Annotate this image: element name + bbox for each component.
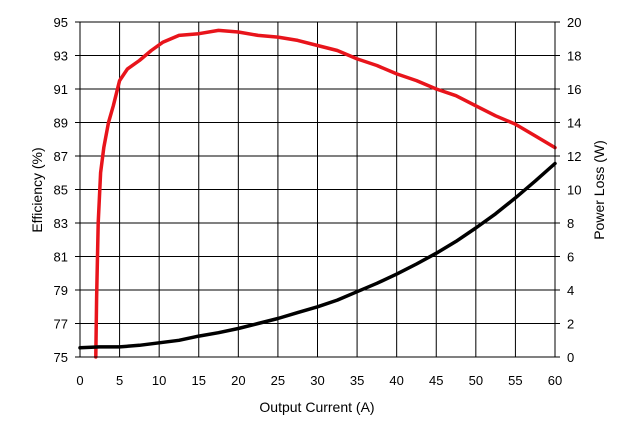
y-axis-ticks: 75 77 79 81 83 85 87 89 91 93 95 (54, 15, 80, 365)
y-axis-label: Efficiency (%) (29, 147, 45, 232)
y2-tick-label: 20 (567, 15, 581, 30)
x-tick-label: 10 (152, 373, 166, 388)
y-tick-label: 79 (54, 283, 68, 298)
y-tick-label: 89 (54, 116, 68, 131)
y-tick-label: 83 (54, 216, 68, 231)
x-tick-label: 50 (469, 373, 483, 388)
y2-tick-label: 0 (567, 350, 574, 365)
x-tick-label: 15 (192, 373, 206, 388)
x-tick-label: 20 (231, 373, 245, 388)
x-axis-label: Output Current (A) (259, 399, 374, 415)
y2-tick-label: 6 (567, 250, 574, 265)
x-tick-label: 0 (76, 373, 83, 388)
x-tick-label: 55 (508, 373, 522, 388)
y2-tick-label: 2 (567, 317, 574, 332)
x-tick-label: 30 (310, 373, 324, 388)
y2-tick-label: 18 (567, 49, 581, 64)
y2-tick-label: 4 (567, 283, 574, 298)
y-tick-label: 95 (54, 15, 68, 30)
x-axis-ticks: 0 5 10 15 20 25 30 35 40 45 50 55 60 (76, 373, 562, 388)
efficiency-series-line (94, 28, 557, 359)
y-tick-label: 85 (54, 183, 68, 198)
y-tick-label: 75 (54, 350, 68, 365)
x-tick-label: 25 (271, 373, 285, 388)
y2-tick-label: 12 (567, 149, 581, 164)
y2-tick-label: 10 (567, 183, 581, 198)
y-tick-label: 91 (54, 82, 68, 97)
x-tick-label: 40 (389, 373, 403, 388)
y-tick-label: 87 (54, 149, 68, 164)
y2-axis-ticks: 0 2 4 6 8 10 12 14 16 18 20 (555, 15, 581, 365)
y2-axis-label: Power Loss (W) (591, 140, 607, 240)
x-tick-label: 60 (548, 373, 562, 388)
y2-tick-label: 8 (567, 216, 574, 231)
power-loss-series-line (78, 161, 557, 350)
x-tick-label: 5 (116, 373, 123, 388)
x-tick-label: 45 (429, 373, 443, 388)
y-tick-label: 81 (54, 250, 68, 265)
y2-tick-label: 14 (567, 116, 581, 131)
y2-tick-label: 16 (567, 82, 581, 97)
x-tick-label: 35 (350, 373, 364, 388)
y-tick-label: 77 (54, 317, 68, 332)
y-tick-label: 93 (54, 49, 68, 64)
series-group (78, 28, 557, 359)
